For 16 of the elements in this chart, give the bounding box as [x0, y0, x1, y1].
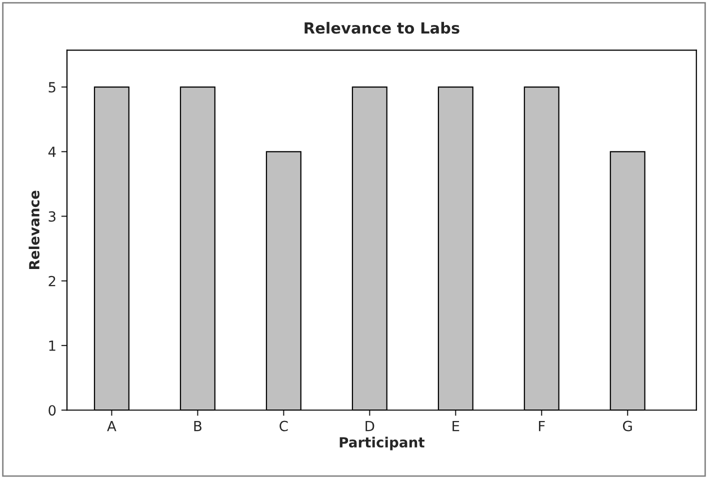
y-tick-label: 3 [48, 211, 56, 222]
x-tick-label: E [452, 420, 460, 432]
chart-title: Relevance to Labs [304, 22, 460, 34]
y-tick-label: 1 [49, 340, 56, 351]
y-tick-label: 4 [48, 146, 56, 157]
x-axis-title: Participant [340, 436, 424, 450]
x-tick-label: B [194, 420, 202, 432]
x-tick-label: D [366, 420, 374, 432]
y-tick-label: 5 [48, 82, 56, 92]
y-tick-label: 2 [48, 276, 56, 286]
y-axis-title: Relevance [28, 190, 40, 270]
x-tick-label: F [538, 420, 545, 432]
x-tick-label: A [107, 420, 116, 432]
x-tick-label: C [280, 420, 288, 432]
y-tick-label: 0 [48, 405, 56, 416]
x-tick-label: G [623, 420, 632, 432]
